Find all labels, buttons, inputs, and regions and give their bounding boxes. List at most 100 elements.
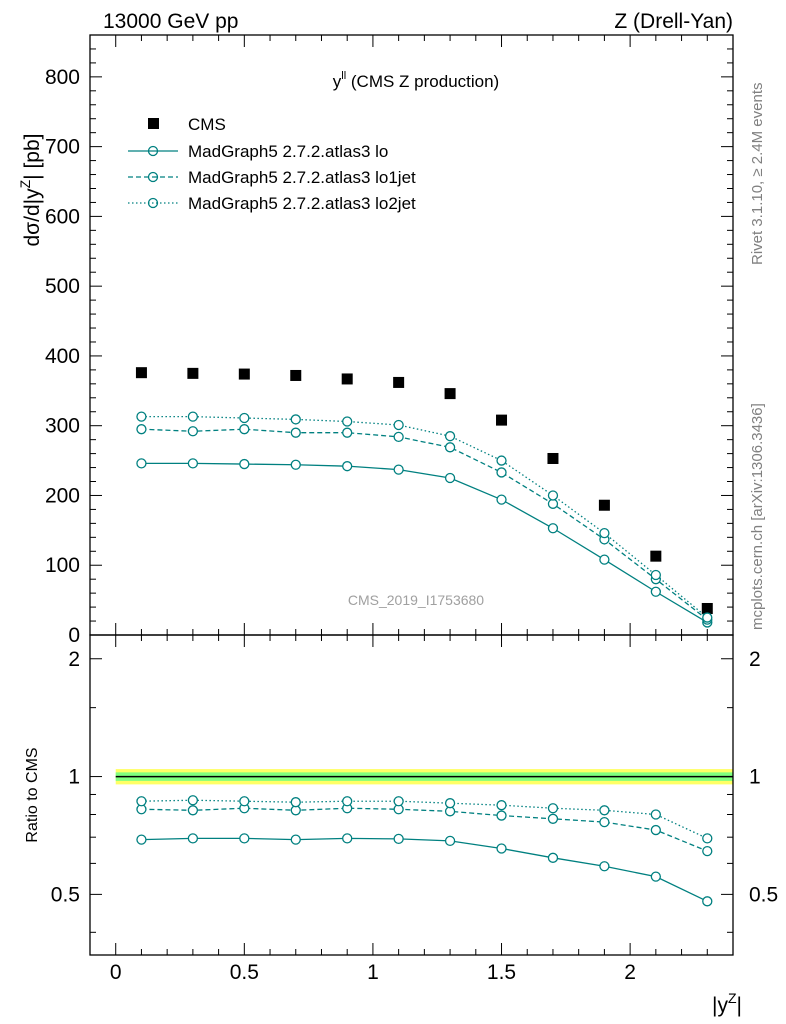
mc-point bbox=[393, 419, 404, 431]
main-y-tick-label: 200 bbox=[45, 484, 80, 507]
process-label: Z (Drell-Yan) bbox=[614, 10, 733, 33]
ratio-point bbox=[393, 796, 404, 807]
mc-point bbox=[444, 442, 456, 453]
main-y-tick-label: 300 bbox=[45, 415, 80, 438]
mc-point bbox=[239, 412, 250, 424]
series-square bbox=[135, 367, 713, 614]
main-y-tick-label: 400 bbox=[45, 345, 80, 368]
cms-data-point bbox=[290, 369, 302, 381]
cms-data-point bbox=[701, 602, 713, 614]
mc-point bbox=[187, 411, 199, 422]
ratio-point bbox=[187, 833, 199, 844]
ratio-y-tick-label-right: 0.5 bbox=[749, 883, 778, 906]
mc-point bbox=[444, 472, 456, 484]
series-dashed bbox=[136, 424, 713, 625]
ratio-point bbox=[702, 845, 713, 857]
ratio-point bbox=[547, 852, 559, 863]
ratio-series-dotted bbox=[136, 795, 713, 844]
ratio-line bbox=[141, 799, 708, 839]
ratio-point bbox=[342, 796, 353, 807]
mc-point bbox=[342, 427, 353, 438]
ratio-frame bbox=[89, 634, 734, 956]
cms-data-point bbox=[598, 499, 610, 511]
mc-point bbox=[547, 523, 559, 534]
ratio-series-dashed bbox=[136, 803, 713, 857]
cms-data-point bbox=[650, 550, 662, 562]
mc-point bbox=[650, 569, 661, 581]
ratio-point bbox=[187, 795, 199, 806]
ratio-point bbox=[444, 835, 456, 847]
mc-point bbox=[290, 427, 301, 438]
legend: CMS MadGraph5 2.7.2.atlas3 lo MadGraph5 … bbox=[128, 115, 416, 213]
mc-point bbox=[444, 431, 456, 442]
legend-label-lo1jet: MadGraph5 2.7.2.atlas3 lo1jet bbox=[188, 168, 416, 187]
ratio-y-tick-label: 1 bbox=[68, 766, 80, 789]
ratio-y-tick-label-right: 1 bbox=[749, 766, 761, 789]
legend-marker-lo bbox=[147, 145, 159, 157]
mc-point bbox=[290, 459, 301, 470]
ratio-point bbox=[187, 805, 199, 816]
ratio-point bbox=[444, 798, 456, 809]
main-series bbox=[135, 367, 713, 628]
ratio-series-solid bbox=[136, 833, 713, 907]
main-watermark: CMS_2019_I1753680 bbox=[348, 592, 484, 608]
legend-marker-lo1jet bbox=[147, 171, 159, 183]
main-panel: 0 100 200 300 400 500 600 700 800 yll (CMS Z pro… bbox=[17, 34, 734, 647]
ratio-point bbox=[547, 813, 559, 824]
main-y-tick-label: 0 bbox=[68, 624, 80, 647]
ratio-point bbox=[650, 809, 661, 820]
energy-label: 13000 GeV pp bbox=[103, 10, 238, 33]
mc-point bbox=[239, 458, 250, 470]
ratio-y-tick-labels: 0.5 0.5 1 1 2 2 bbox=[51, 648, 778, 907]
ratio-panel: 0.5 0.5 1 1 2 2 0 0.5 1 1.5 2 Ratio to CMS |yZ| bbox=[24, 634, 778, 1017]
mc-point bbox=[187, 426, 199, 437]
main-y-tick-labels: 0 100 200 300 400 500 600 700 800 bbox=[45, 66, 80, 647]
ratio-point bbox=[136, 796, 147, 807]
legend-label-lo: MadGraph5 2.7.2.atlas3 lo bbox=[188, 142, 388, 161]
mc-point bbox=[702, 612, 713, 623]
mc-point bbox=[393, 464, 404, 475]
mcplots-label: mcplots.cern.ch [arXiv:1306.3436] bbox=[749, 403, 766, 630]
main-axis-ticks bbox=[89, 35, 733, 636]
ratio-point bbox=[239, 833, 250, 844]
mc-point bbox=[547, 498, 559, 509]
mc-point bbox=[496, 494, 507, 505]
cms-data-point bbox=[496, 414, 508, 426]
mc-point bbox=[547, 490, 559, 501]
x-tick-label: 0 bbox=[110, 961, 122, 984]
ratio-line bbox=[141, 837, 708, 902]
ratio-y-tick-label: 2 bbox=[68, 648, 80, 671]
mc-line bbox=[141, 428, 708, 621]
legend-label-lo2jet: MadGraph5 2.7.2.atlas3 lo2jet bbox=[188, 194, 416, 213]
main-y-tick-label: 600 bbox=[45, 205, 80, 228]
rivet-label: Rivet 3.1.10, ≥ 2.4M events bbox=[749, 83, 766, 266]
cms-data-point bbox=[135, 367, 147, 379]
ratio-point bbox=[702, 896, 713, 907]
main-title: yll (CMS Z production) bbox=[333, 70, 499, 91]
cms-data-point bbox=[341, 373, 353, 385]
ratio-point bbox=[393, 833, 404, 845]
mc-point bbox=[136, 411, 147, 422]
mc-point bbox=[290, 414, 301, 425]
ratio-point bbox=[342, 833, 353, 844]
ratio-line bbox=[141, 807, 708, 852]
mc-point bbox=[136, 458, 147, 469]
main-y-tick-label: 800 bbox=[45, 66, 80, 89]
ratio-point bbox=[650, 871, 661, 882]
legend-label-cms: CMS bbox=[188, 115, 226, 134]
legend-marker-cms bbox=[148, 118, 159, 129]
ratio-point bbox=[136, 834, 147, 845]
cms-data-point bbox=[238, 368, 250, 380]
ratio-series bbox=[136, 795, 713, 907]
mc-line bbox=[141, 415, 708, 619]
mc-point bbox=[342, 461, 353, 472]
ratio-y-tick-label: 0.5 bbox=[51, 883, 80, 906]
x-tick-label: 1 bbox=[367, 961, 379, 984]
ratio-band bbox=[115, 769, 734, 785]
ratio-point bbox=[599, 816, 610, 828]
ratio-point bbox=[496, 843, 507, 854]
ratio-point bbox=[702, 833, 713, 844]
ratio-y-axis-label: Ratio to CMS bbox=[24, 747, 41, 842]
cms-data-point bbox=[187, 367, 199, 379]
